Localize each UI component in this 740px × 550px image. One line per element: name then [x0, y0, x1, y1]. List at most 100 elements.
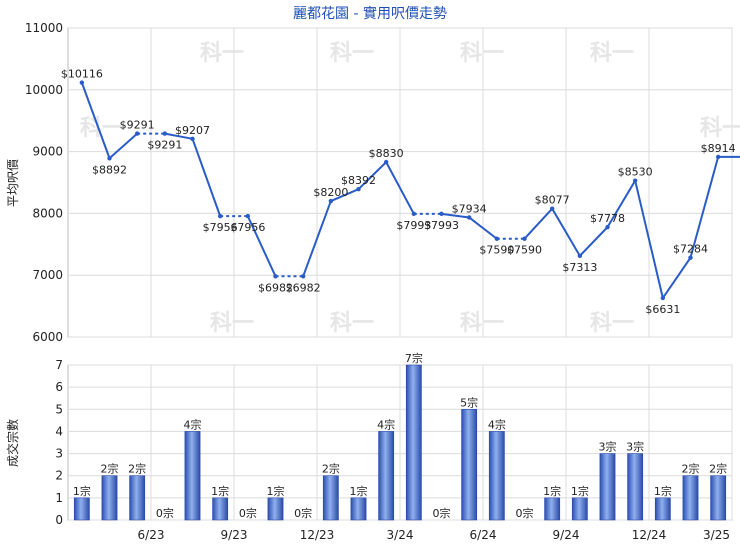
volume-y-tick-label: 2 [55, 469, 63, 483]
price-point-label: $7284 [673, 243, 708, 256]
volume-bar [461, 408, 478, 521]
x-tick-label: 6/23 [138, 528, 165, 542]
price-line-segment [302, 200, 332, 277]
watermark: 科一 [200, 41, 244, 66]
price-point-label: $10116 [61, 68, 103, 81]
price-line-segment [523, 207, 553, 240]
x-tick-label: 3/25 [703, 528, 730, 542]
price-point-label: $8077 [535, 194, 570, 207]
price-y-axis-label: 平均呎價 [6, 159, 20, 207]
volume-bar [129, 475, 146, 521]
price-line-segment [662, 257, 692, 299]
volume-bar-label: 2宗 [709, 462, 727, 476]
volume-bar-label: 0宗 [433, 506, 451, 520]
price-point-label: $8530 [618, 166, 653, 179]
price-point-label: $7313 [562, 261, 597, 274]
volume-bar [322, 475, 339, 521]
volume-plot: 0 1 2 3 4 5 6 7 1宗 2宗 2宗 0宗 4宗 1宗 0宗 1宗 0宗 2宗 1宗 4宗 7宗 0宗 5宗 4宗… [55, 351, 733, 542]
chart-title: 麗都花園 - 實用呎價走勢 [293, 5, 447, 22]
volume-bar-label: 4宗 [488, 417, 506, 431]
price-point [245, 213, 251, 219]
price-line-segment [551, 208, 581, 257]
price-point-label: $7934 [452, 202, 487, 215]
volume-bar-label: 0宗 [239, 506, 257, 520]
price-point [217, 213, 223, 219]
price-line-segment [689, 156, 720, 258]
price-point [439, 211, 444, 217]
price-point [162, 131, 168, 136]
volume-bar-label: 1宗 [543, 484, 561, 498]
price-line-segment [606, 180, 637, 228]
watermark: 科一 [460, 41, 504, 66]
price-point [605, 224, 610, 230]
volume-bar-label: 0宗 [156, 506, 174, 520]
price-point-label: $7956 [230, 221, 265, 234]
volume-bar-label: 3宗 [626, 440, 644, 454]
price-point-label: $7993 [424, 219, 459, 232]
price-point [300, 274, 306, 279]
price-point-label: $7778 [590, 212, 625, 225]
volume-y-tick-label: 5 [55, 402, 63, 416]
price-point-label: $7590 [507, 244, 542, 257]
volume-bar [267, 497, 284, 521]
price-y-tick-label: 9000 [32, 145, 63, 159]
price-point [411, 211, 417, 217]
watermark: 科一 [330, 41, 374, 66]
price-point [632, 178, 638, 183]
volume-bar-label: 2宗 [101, 462, 119, 476]
volume-bar-label: 7宗 [405, 351, 423, 365]
volume-bar [599, 453, 616, 521]
price-line-segment [468, 216, 498, 240]
watermark: 科一 [700, 116, 740, 141]
volume-bar [654, 497, 671, 521]
x-tick-label: 12/24 [632, 528, 667, 542]
volume-y-axis-label: 成交宗數 [5, 419, 20, 467]
price-point-label: $6982 [258, 281, 293, 294]
price-point-label: $7590 [479, 244, 514, 257]
price-point [356, 186, 361, 192]
price-point [577, 253, 583, 259]
price-point-label: $7956 [203, 221, 238, 234]
price-point [383, 159, 389, 165]
volume-bar [101, 475, 118, 521]
price-line-segment [441, 212, 470, 219]
price-y-tick-label: 8000 [32, 206, 63, 220]
x-tick-label: 9/23 [221, 528, 248, 542]
price-y-tick-label: 11000 [25, 21, 63, 35]
volume-bar-label: 0宗 [294, 506, 312, 520]
price-point-label: $9291 [120, 119, 155, 132]
price-point-label: $8914 [701, 142, 736, 155]
price-line-segment [246, 215, 277, 277]
volume-bar-label: 2宗 [128, 462, 146, 476]
price-line-segment [634, 180, 664, 299]
price-point-label: $8830 [369, 147, 404, 160]
volume-bar-label: 4宗 [377, 417, 395, 431]
x-tick-label: 6/24 [470, 528, 497, 542]
volume-bar-label: 1宗 [73, 484, 91, 498]
volume-y-tick-label: 1 [55, 491, 63, 505]
volume-bar [710, 475, 727, 521]
volume-bar-label: 4宗 [184, 417, 202, 431]
volume-bar [184, 431, 201, 521]
price-line-segment [357, 161, 387, 190]
watermark: 科一 [460, 311, 504, 336]
volume-bar [405, 364, 422, 521]
x-tick-label: 9/24 [553, 528, 580, 542]
volume-bar-label: 2宗 [322, 462, 340, 476]
volume-bar [73, 497, 90, 521]
volume-bar-label: 1宗 [654, 484, 672, 498]
price-line-segment [385, 161, 415, 215]
volume-bar [350, 497, 367, 521]
price-point-label: $6631 [645, 303, 680, 316]
price-point-label: $8392 [341, 174, 376, 187]
price-line-segment [164, 132, 193, 140]
price-y-tick-label: 7000 [32, 268, 63, 282]
price-point-label: $6982 [286, 281, 321, 294]
price-point-label: $9291 [147, 139, 182, 152]
price-point-label: $8892 [92, 163, 127, 176]
volume-bar [378, 431, 395, 521]
volume-bar [544, 497, 561, 521]
volume-bar-label: 1宗 [267, 484, 285, 498]
